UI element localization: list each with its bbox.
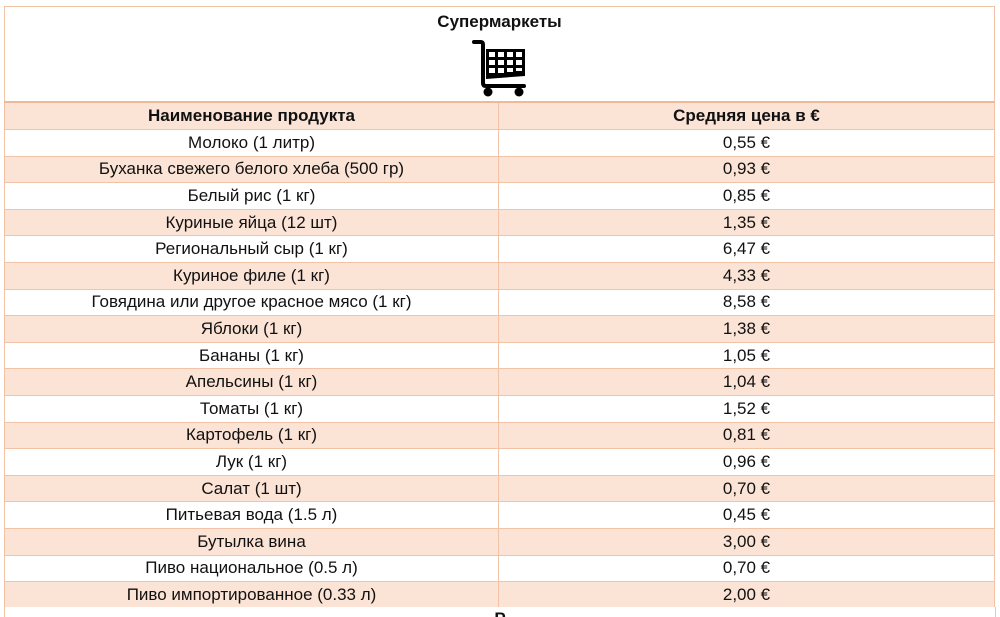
section-title-row: Супермаркеты bbox=[4, 6, 995, 103]
product-price: 3,00 € bbox=[498, 527, 995, 556]
product-name: Картофель (1 кг) bbox=[4, 421, 499, 450]
product-price: 0,81 € bbox=[498, 421, 995, 450]
product-name: Томаты (1 кг) bbox=[4, 394, 499, 423]
table-header-row: Наименование продукта Средняя цена в € bbox=[4, 101, 995, 130]
product-price: 0,45 € bbox=[498, 501, 995, 529]
product-name: Апельсины (1 кг) bbox=[4, 368, 499, 396]
product-name: Питьевая вода (1.5 л) bbox=[4, 501, 499, 529]
table-row: Пиво национальное (0.5 л) 0,70 € bbox=[4, 554, 995, 583]
product-name: Пиво импортированное (0.33 л) bbox=[4, 581, 499, 609]
product-price: 0,96 € bbox=[498, 448, 995, 476]
product-price: 1,35 € bbox=[498, 208, 995, 237]
table-row: Яблоки (1 кг) 1,38 € bbox=[4, 315, 995, 343]
column-header-product: Наименование продукта bbox=[4, 101, 499, 130]
table-row: Молоко (1 литр) 0,55 € bbox=[4, 129, 995, 157]
table-row: Белый рис (1 кг) 0,85 € bbox=[4, 182, 995, 210]
table-row: Говядина или другое красное мясо (1 кг) 8… bbox=[4, 288, 995, 317]
product-name: Лук (1 кг) bbox=[4, 448, 499, 476]
table-row: Буханка свежего белого хлеба (500 гр) 0,9… bbox=[4, 155, 995, 184]
section-title: Супермаркеты bbox=[437, 12, 562, 31]
product-price: 0,85 € bbox=[498, 182, 995, 210]
product-name: Белый рис (1 кг) bbox=[4, 182, 499, 210]
supermarket-price-table: Супермаркеты Наименование продукта Средн… bbox=[4, 6, 995, 609]
shopping-cart-icon bbox=[472, 40, 526, 97]
product-price: 1,05 € bbox=[498, 341, 995, 370]
product-price: 1,52 € bbox=[498, 394, 995, 423]
product-price: 1,38 € bbox=[498, 315, 995, 343]
product-price: 0,70 € bbox=[498, 554, 995, 583]
table-row: Апельсины (1 кг) 1,04 € bbox=[4, 368, 995, 396]
product-price: 0,70 € bbox=[498, 474, 995, 503]
product-name: Салат (1 шт) bbox=[4, 474, 499, 503]
product-price: 2,00 € bbox=[498, 581, 995, 609]
price-table-container: Супермаркеты Наименование продукта Средн… bbox=[4, 6, 995, 609]
next-section-title: Р bbox=[5, 609, 995, 617]
section-title-cell: Супермаркеты bbox=[4, 6, 995, 103]
table-row: Бутылка вина 3,00 € bbox=[4, 527, 995, 556]
column-header-price: Средняя цена в € bbox=[498, 101, 995, 130]
product-price: 0,93 € bbox=[498, 155, 995, 184]
product-name: Куриное филе (1 кг) bbox=[4, 261, 499, 290]
table-row: Региональный сыр (1 кг) 6,47 € bbox=[4, 235, 995, 263]
table-row: Питьевая вода (1.5 л) 0,45 € bbox=[4, 501, 995, 529]
table-row: Лук (1 кг) 0,96 € bbox=[4, 448, 995, 476]
table-row: Пиво импортированное (0.33 л) 2,00 € bbox=[4, 581, 995, 609]
product-price: 0,55 € bbox=[498, 129, 995, 157]
table-row: Куриные яйца (12 шт) 1,35 € bbox=[4, 208, 995, 237]
product-name: Пиво национальное (0.5 л) bbox=[4, 554, 499, 583]
product-name: Бананы (1 кг) bbox=[4, 341, 499, 370]
product-name: Бутылка вина bbox=[4, 527, 499, 556]
product-price: 6,47 € bbox=[498, 235, 995, 263]
product-name: Региональный сыр (1 кг) bbox=[4, 235, 499, 263]
table-row: Куриное филе (1 кг) 4,33 € bbox=[4, 261, 995, 290]
table-row: Бананы (1 кг) 1,05 € bbox=[4, 341, 995, 370]
product-price: 8,58 € bbox=[498, 288, 995, 317]
product-name: Говядина или другое красное мясо (1 кг) bbox=[4, 288, 499, 317]
table-row: Томаты (1 кг) 1,52 € bbox=[4, 394, 995, 423]
product-name: Яблоки (1 кг) bbox=[4, 315, 499, 343]
product-price: 4,33 € bbox=[498, 261, 995, 290]
product-name: Молоко (1 литр) bbox=[4, 129, 499, 157]
table-row: Салат (1 шт) 0,70 € bbox=[4, 474, 995, 503]
table-row: Картофель (1 кг) 0,81 € bbox=[4, 421, 995, 450]
product-name: Буханка свежего белого хлеба (500 гр) bbox=[4, 155, 499, 184]
product-price: 1,04 € bbox=[498, 368, 995, 396]
product-name: Куриные яйца (12 шт) bbox=[4, 208, 499, 237]
next-section-title-row: Р bbox=[4, 607, 996, 617]
